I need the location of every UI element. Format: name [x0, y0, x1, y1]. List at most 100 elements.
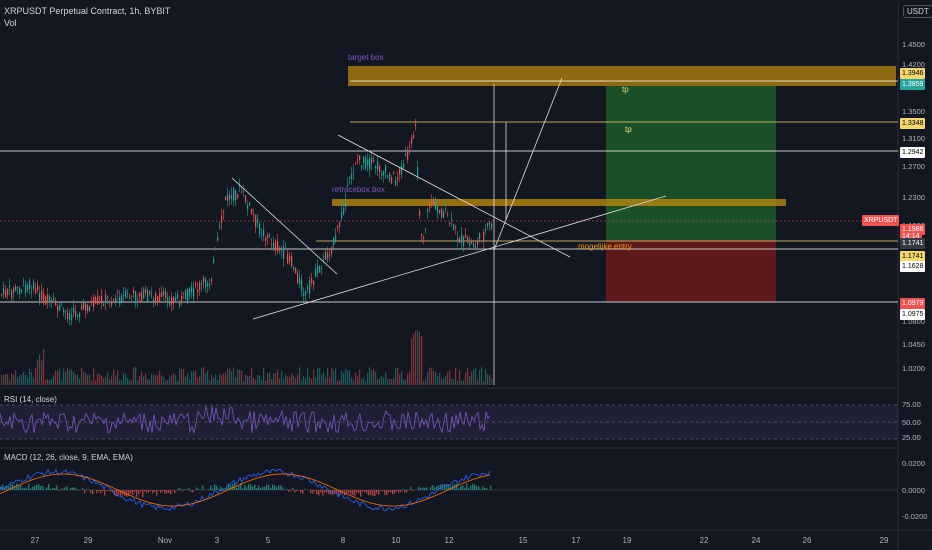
volume-bar — [209, 380, 211, 385]
volume-bar — [1, 374, 3, 385]
volume-bar — [51, 379, 53, 385]
macd-histogram-bar — [100, 490, 102, 494]
volume-bar — [353, 379, 355, 385]
macd-histogram-bar — [422, 487, 424, 490]
candle-body — [77, 314, 79, 317]
macd-histogram-bar — [36, 484, 38, 490]
candle-body — [329, 254, 331, 256]
macd-histogram-bar — [372, 490, 374, 496]
volume-bar — [83, 371, 85, 385]
volume-bar — [267, 373, 269, 385]
volume-bar — [143, 376, 145, 385]
candle-body — [45, 296, 47, 305]
volume-bar — [423, 380, 425, 385]
price-tick-label: 1.3500 — [902, 107, 925, 116]
volume-bar — [373, 368, 375, 385]
volume-bar — [453, 378, 455, 385]
candle-body — [451, 218, 453, 220]
macd-histogram-bar — [102, 490, 104, 492]
macd-histogram-bar — [406, 490, 408, 493]
candle-body — [243, 190, 245, 192]
candle-body — [137, 298, 139, 301]
volume-bar — [355, 372, 357, 385]
volume-bar — [461, 380, 463, 385]
candle-body — [165, 291, 167, 299]
trendline — [231, 177, 338, 275]
macd-histogram-bar — [448, 484, 450, 490]
macd-histogram-bar — [420, 488, 422, 490]
macd-histogram-bar — [56, 485, 58, 490]
candle-body — [147, 290, 149, 303]
candle-body — [111, 301, 113, 306]
candle-body — [127, 293, 129, 295]
candle-body — [437, 205, 439, 213]
macd-histogram-bar — [364, 490, 366, 492]
candle-body — [485, 229, 487, 231]
candle-body — [459, 238, 461, 243]
candle-body — [121, 295, 123, 303]
macd-histogram-bar — [142, 490, 144, 498]
candle-body — [257, 218, 259, 223]
volume-bar — [217, 380, 219, 385]
price-label: 1.0979 — [900, 298, 926, 309]
price-tick-label: 1.3100 — [902, 134, 925, 143]
candle-body — [311, 278, 313, 283]
volume-bar — [485, 368, 487, 385]
volume-bar — [253, 377, 255, 385]
candle-body — [99, 297, 101, 299]
volume-bar — [25, 374, 27, 385]
macd-histogram-bar — [106, 490, 108, 491]
macd-histogram-bar — [446, 484, 448, 490]
macd-histogram-bar — [108, 490, 110, 491]
candle-body — [327, 253, 329, 259]
macd-histogram-bar — [460, 486, 462, 490]
candle-body — [237, 194, 239, 198]
macd-histogram-bar — [378, 490, 380, 495]
candle-body — [239, 185, 241, 187]
time-tick-label: 19 — [622, 536, 632, 545]
volume-bar — [319, 368, 321, 385]
trendline — [252, 195, 667, 320]
candle-body — [449, 223, 451, 225]
macd-histogram-bar — [402, 489, 404, 490]
price-label: 1.3946 — [900, 68, 926, 79]
macd-histogram-bar — [220, 486, 222, 490]
volume-bar — [467, 367, 469, 385]
candle-body — [433, 198, 435, 206]
macd-histogram-bar — [286, 489, 288, 490]
candle-body — [119, 296, 121, 304]
candle-body — [441, 208, 443, 217]
currency-badge[interactable]: USDT — [903, 5, 932, 18]
candle-body — [43, 293, 45, 301]
candle-body — [259, 223, 261, 234]
volume-bar — [447, 372, 449, 385]
macd-histogram-bar — [276, 487, 278, 490]
candle-body — [489, 222, 491, 224]
macd-histogram-bar — [38, 483, 40, 490]
volume-bar — [275, 373, 277, 385]
volume-bar — [281, 370, 283, 385]
candle-body — [211, 278, 213, 282]
volume-bar — [27, 377, 29, 385]
volume-bar — [379, 378, 381, 385]
candle-body — [263, 229, 265, 237]
volume-bar — [389, 378, 391, 385]
candle-body — [247, 204, 249, 210]
macd-histogram-bar — [318, 490, 320, 496]
candle-body — [491, 223, 493, 229]
candle-body — [161, 292, 163, 297]
sl-zone — [606, 240, 776, 302]
volume-bar — [343, 372, 345, 385]
volume-bar — [457, 380, 459, 385]
macd-histogram-bar — [72, 487, 74, 490]
volume-bar — [411, 338, 413, 385]
volume-bar — [301, 380, 303, 385]
candle-body — [149, 291, 151, 294]
volume-bar — [401, 371, 403, 385]
macd-histogram-bar — [278, 485, 280, 490]
volume-bar — [161, 375, 163, 385]
time-tick-label: 26 — [802, 536, 812, 545]
macd-histogram-bar — [148, 490, 150, 493]
candle-body — [395, 180, 397, 185]
volume-bar — [481, 367, 483, 385]
